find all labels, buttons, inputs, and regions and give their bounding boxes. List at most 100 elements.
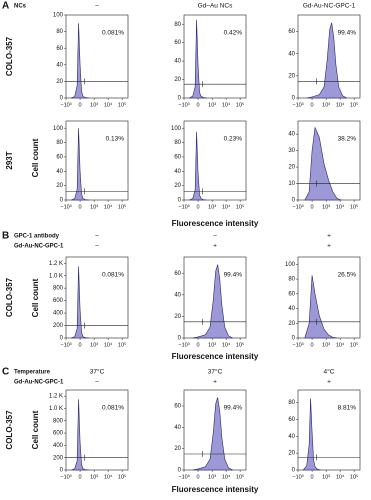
y-tick-label: 40: [288, 132, 295, 138]
y-tick-label: 0: [178, 96, 182, 102]
x-tick-label: 10⁵: [236, 101, 244, 108]
condition-value: 37°C: [208, 368, 223, 376]
y-tick-label: 40: [174, 59, 181, 65]
x-tick-label: 10³: [322, 204, 330, 210]
y-tick-label: 20: [174, 446, 181, 452]
y-tick-label: 0: [292, 336, 296, 342]
percentage-label: 26.5%: [338, 272, 357, 279]
y-tick-label: 10: [288, 181, 295, 187]
x-tick-label: 10³: [90, 102, 98, 108]
y-tick-label: 100: [285, 262, 296, 268]
section-label: B: [2, 231, 9, 242]
histogram: [306, 22, 347, 99]
y-tick-label: 0: [60, 336, 64, 342]
y-tick-label: 20: [174, 77, 181, 83]
condition-name: Temperature: [14, 370, 51, 376]
x-tick-label: −10³: [292, 204, 303, 210]
histogram: [71, 23, 89, 99]
condition-value: 4°C: [324, 368, 335, 376]
condition-value: –: [95, 243, 99, 250]
x-tick-label: 0: [197, 204, 200, 210]
y-tick-label: 0: [60, 468, 64, 474]
x-tick-label: 0: [79, 342, 82, 348]
plot-frame: [297, 256, 361, 339]
condition-value: –: [95, 379, 99, 386]
x-tick-label: 10⁵: [350, 473, 358, 480]
x-tick-label: 0: [311, 342, 314, 348]
y-tick-label: 0: [292, 468, 296, 474]
section-label: A: [2, 1, 9, 12]
x-tick-label: 10⁴: [104, 203, 113, 210]
histogram: [304, 275, 338, 339]
x-tick-label: 0: [79, 102, 82, 108]
x-tick-label: 10³: [90, 474, 98, 480]
y-tick-label: 0: [178, 198, 182, 204]
y-tick-label: 80: [56, 29, 63, 35]
row-label: COLO-357: [5, 277, 14, 317]
y-tick-label: 40: [174, 292, 181, 298]
y-tick-label: 0: [292, 96, 296, 102]
x-tick-label: 10³: [208, 204, 216, 210]
histogram: [71, 128, 89, 201]
condition-name: NCs: [14, 4, 27, 10]
x-tick-label: 10⁵: [236, 341, 244, 348]
condition-value: 37°C: [90, 368, 105, 376]
y-tick-label: 100: [53, 13, 64, 19]
y-tick-label: 80: [56, 140, 63, 146]
condition-value: +: [213, 379, 217, 386]
condition-value: +: [327, 243, 331, 250]
x-tick-label: 10⁴: [104, 473, 113, 480]
y-tick-label: 20: [174, 314, 181, 320]
x-tick-label: −10³: [178, 474, 189, 480]
y-tick-label: 400: [53, 443, 64, 449]
condition-value: –: [95, 233, 99, 240]
y-tick-label: 60: [288, 291, 295, 297]
y-tick-label: 20: [288, 451, 295, 457]
y-tick-label: 1.2 K: [49, 394, 63, 400]
percentage-label: 99.4%: [224, 405, 243, 412]
y-tick-label: 20: [288, 321, 295, 327]
y-tick-label: 60: [56, 154, 63, 160]
percentage-label: 0.081%: [102, 405, 124, 412]
y-tick-label: 30: [288, 148, 295, 154]
y-tick-label: 1.0 K: [49, 273, 63, 279]
x-tick-label: 10⁵: [236, 473, 244, 480]
x-tick-label: −10³: [60, 474, 71, 480]
x-tick-label: −10³: [292, 102, 303, 108]
y-tick-label: 20: [174, 183, 181, 189]
x-axis-label: Fluorescence intensity: [172, 485, 259, 494]
x-tick-label: 0: [79, 474, 82, 480]
x-tick-label: −10³: [178, 342, 189, 348]
y-tick-label: 100: [171, 126, 182, 132]
percentage-label: 0.42%: [224, 30, 243, 37]
condition-name: Gd-Au-NC-GPC-1: [14, 244, 64, 250]
row-label: COLO-357: [5, 36, 14, 76]
x-tick-label: −10³: [292, 474, 303, 480]
x-tick-label: 0: [79, 204, 82, 210]
condition-name: Gd-Au-NC-GPC-1: [14, 380, 64, 386]
plot-frame: [65, 389, 129, 471]
y-tick-label: 400: [53, 311, 64, 317]
x-tick-label: 0: [311, 204, 314, 210]
x-tick-label: −10³: [60, 204, 71, 210]
x-tick-label: 10⁵: [350, 101, 358, 108]
x-tick-label: 10⁴: [222, 473, 231, 480]
percentage-label: 0.23%: [224, 136, 243, 143]
x-tick-label: 10⁴: [222, 101, 231, 108]
plot-frame: [297, 389, 361, 471]
section-label: C: [2, 367, 9, 378]
histogram: [189, 131, 207, 201]
percentage-label: 8.81%: [338, 405, 357, 412]
y-tick-label: 0: [292, 198, 296, 204]
x-tick-label: −10³: [178, 204, 189, 210]
x-tick-label: 10³: [322, 102, 330, 108]
y-tick-label: 40: [288, 306, 295, 312]
x-tick-label: 10⁵: [350, 341, 358, 348]
x-tick-label: 10³: [322, 474, 330, 480]
histogram: [189, 19, 207, 99]
y-tick-label: 1.2 K: [49, 261, 63, 267]
percentage-label: 99.4%: [338, 30, 357, 37]
y-tick-label: 20: [56, 79, 63, 85]
y-tick-label: 800: [53, 286, 64, 292]
